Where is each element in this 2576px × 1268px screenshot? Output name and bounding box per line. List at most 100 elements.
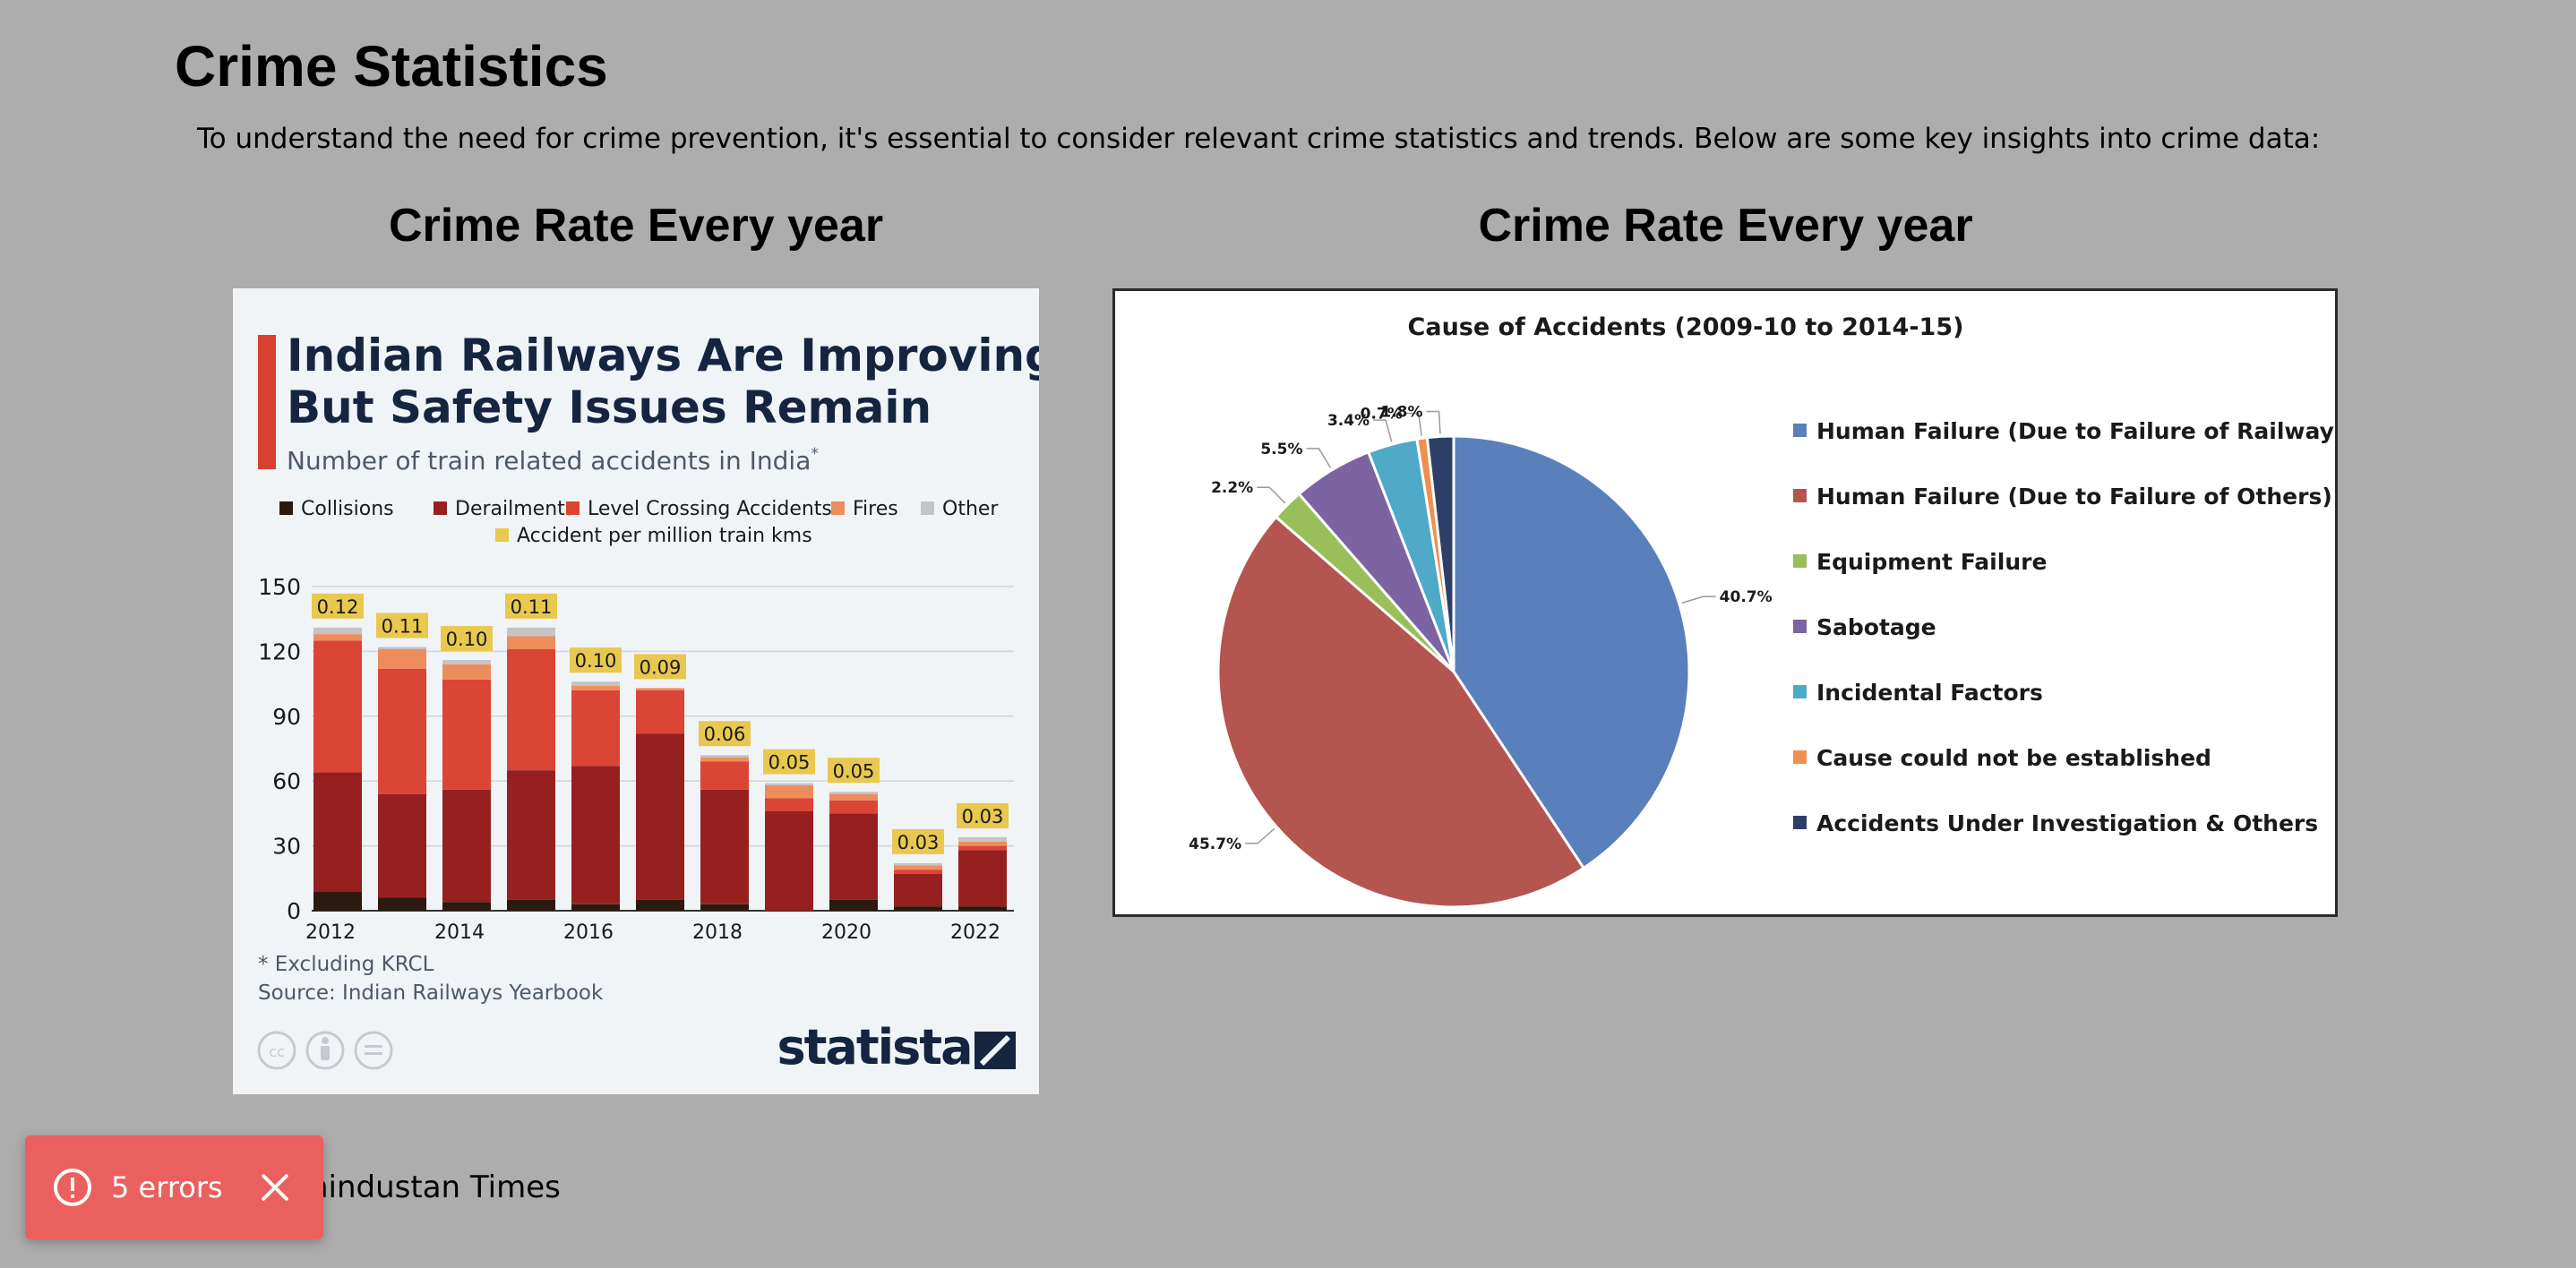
bar-segment xyxy=(507,627,555,637)
error-toast[interactable]: 5 errors xyxy=(25,1135,323,1239)
svg-text:0.11: 0.11 xyxy=(511,596,553,618)
cc-icon: cc xyxy=(257,1031,296,1070)
svg-text:0.10: 0.10 xyxy=(575,650,617,672)
pie-legend-item: Human Failure (Due to Failure of Others) xyxy=(1793,484,2332,510)
bar-segment xyxy=(442,789,491,903)
bar-stack-2019 xyxy=(765,783,813,911)
pie-legend: Human Failure (Due to Failure of Railway… xyxy=(1793,418,2335,836)
bar-segment xyxy=(442,679,491,790)
bar-segment xyxy=(894,865,942,870)
pie-slice xyxy=(1216,515,1586,909)
x-tick-label: 2020 xyxy=(821,921,872,944)
bar-stack-2014 xyxy=(442,660,491,911)
bar-segment xyxy=(829,800,878,814)
bar-segment xyxy=(313,627,362,635)
chart-title-line2: But Safety Issues Remain xyxy=(287,381,932,433)
statista-logo-mark xyxy=(975,1032,1016,1069)
bar-segment xyxy=(636,899,684,911)
svg-text:Level Crossing Accidents: Level Crossing Accidents xyxy=(588,498,832,520)
bar-segment xyxy=(765,783,813,786)
rate-label-2021: 0.03 xyxy=(892,828,944,854)
y-tick-label: 150 xyxy=(258,574,301,600)
svg-text:Cause could not be established: Cause could not be established xyxy=(1816,745,2211,771)
pie-legend-item: Human Failure (Due to Failure of Railway… xyxy=(1793,418,2335,444)
svg-text:0.05: 0.05 xyxy=(769,752,811,774)
bar-segment xyxy=(958,850,1007,907)
bar-segment xyxy=(636,690,684,734)
bar-stack-2016 xyxy=(571,681,620,911)
intro-paragraph: To understand the need for crime prevent… xyxy=(197,123,2321,155)
pie-legend-item: Equipment Failure xyxy=(1793,549,2047,575)
rate-label-2016: 0.10 xyxy=(570,647,622,673)
svg-text:45.7%: 45.7% xyxy=(1189,835,1241,853)
right-chart-heading: Crime Rate Every year xyxy=(1478,200,1973,252)
svg-text:40.7%: 40.7% xyxy=(1720,588,1773,606)
svg-text:Derailments: Derailments xyxy=(455,498,575,520)
bar-stack-2018 xyxy=(700,755,749,911)
bar-segment xyxy=(636,688,684,690)
title-accent-bar xyxy=(258,335,276,469)
legend-item-other: Other xyxy=(921,498,999,520)
bar-segment xyxy=(894,870,942,874)
bar-segment xyxy=(700,904,749,911)
svg-text:0.10: 0.10 xyxy=(446,629,488,650)
pie-value-labels: 40.7% 45.7% 2.2% 5.5% 3.4%0.7%1.8% xyxy=(1189,403,1773,852)
svg-text:0.09: 0.09 xyxy=(640,656,682,678)
bar-segment xyxy=(958,836,1007,842)
source-credit: hindustan Times xyxy=(309,1169,561,1205)
rate-label-2012: 0.12 xyxy=(312,593,364,619)
bar-segment xyxy=(829,899,878,911)
error-count-label: 5 errors xyxy=(111,1170,223,1204)
pie-label: 5.5% xyxy=(1260,441,1332,468)
y-tick-label: 120 xyxy=(258,638,301,664)
bar-stacks xyxy=(313,627,1007,911)
svg-text:Human Failure (Due to Failure: Human Failure (Due to Failure of Railway… xyxy=(1816,418,2335,444)
bar-segment xyxy=(571,766,620,904)
pie-legend-item: Sabotage xyxy=(1793,614,1936,640)
svg-text:0.06: 0.06 xyxy=(704,724,746,745)
bar-stack-2017 xyxy=(636,688,684,911)
svg-text:Sabotage: Sabotage xyxy=(1816,614,1936,640)
pie-label: 45.7% xyxy=(1189,827,1275,853)
y-tick-label: 60 xyxy=(272,768,301,794)
y-tick-label: 0 xyxy=(287,898,301,924)
bar-segment xyxy=(894,862,942,866)
bar-segment xyxy=(571,690,620,767)
left-chart-heading: Crime Rate Every year xyxy=(388,200,884,252)
bar-segment xyxy=(378,647,426,649)
svg-text:Other: Other xyxy=(942,498,999,520)
legend-item-fires: Fires xyxy=(831,498,898,520)
close-icon[interactable] xyxy=(259,1171,291,1204)
svg-text:2.2%: 2.2% xyxy=(1211,479,1253,497)
bar-segment xyxy=(313,634,362,641)
bar-segment xyxy=(378,668,426,794)
bar-segment xyxy=(894,906,942,911)
bar-stack-2013 xyxy=(378,647,426,911)
bar-segment xyxy=(829,792,878,794)
pie-label: 1.8% xyxy=(1380,403,1441,434)
chart-title-line1: Indian Railways Are Improving, xyxy=(287,330,1039,381)
pie-chart: Cause of Accidents (2009-10 to 2014-15) … xyxy=(1189,313,2335,909)
pie-label: 40.7% xyxy=(1681,588,1773,606)
bar-stack-2012 xyxy=(313,627,362,911)
x-tick-label: 2012 xyxy=(305,921,356,944)
rate-label-2022: 0.03 xyxy=(957,802,1009,828)
svg-text:5.5%: 5.5% xyxy=(1260,441,1302,458)
svg-text:0.05: 0.05 xyxy=(833,760,875,782)
bar-segment xyxy=(378,897,426,911)
svg-text:0.11: 0.11 xyxy=(382,616,424,638)
bar-stack-2021 xyxy=(894,862,942,911)
svg-text:0.03: 0.03 xyxy=(897,832,940,853)
alert-circle-icon xyxy=(54,1169,91,1206)
bar-segment xyxy=(313,640,362,773)
legend-item-accident-rate: Accident per million train kms xyxy=(495,525,812,547)
x-tick-label: 2018 xyxy=(692,921,743,944)
bar-segment xyxy=(700,757,749,762)
chart-footnote: * Excluding KRCL xyxy=(258,953,434,976)
bar-segment xyxy=(700,761,749,790)
bar-segment xyxy=(765,810,813,911)
pie-title: Cause of Accidents (2009-10 to 2014-15) xyxy=(1408,313,1964,341)
rate-label-2014: 0.10 xyxy=(441,626,493,652)
bar-segment xyxy=(378,793,426,898)
bar-segment xyxy=(507,648,555,771)
